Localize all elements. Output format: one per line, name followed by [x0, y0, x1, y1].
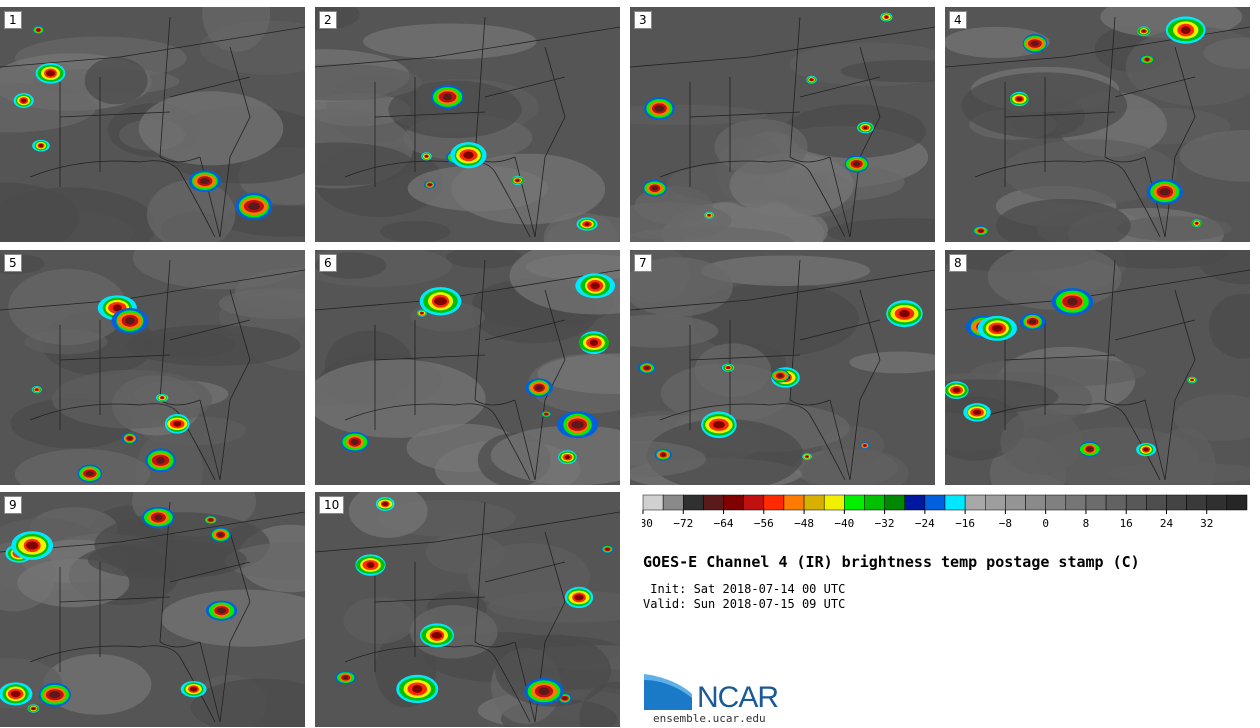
- stamp-panel-3: 3: [630, 7, 935, 242]
- stamp-panel-5: 5: [0, 250, 305, 485]
- colorbar-tick-label: 24: [1160, 517, 1174, 530]
- init-time: Init: Sat 2018-07-14 00 UTC: [643, 582, 846, 596]
- colorbar-tick-label: −8: [999, 517, 1012, 530]
- colorbar-swatch: [703, 494, 724, 511]
- colorbar-tick-label: 0: [1042, 517, 1049, 530]
- colorbar-swatch: [662, 494, 684, 511]
- panel-number-label: 9: [4, 496, 22, 514]
- site-url: ensemble.ucar.edu: [653, 712, 766, 725]
- colorbar-swatch: [1146, 494, 1167, 511]
- colorbar-tick-label: −56: [754, 517, 774, 530]
- colorbar-tick-label: 16: [1120, 517, 1133, 530]
- stamp-panel-10: 10: [315, 492, 620, 727]
- panel-number-label: 2: [319, 11, 337, 29]
- colorbar-swatch: [924, 494, 946, 511]
- colorbar-swatch: [985, 494, 1006, 511]
- page-title: GOES-E Channel 4 (IR) brightness temp po…: [643, 553, 1140, 571]
- stamp-panel-9: 9: [0, 492, 305, 727]
- colorbar-swatch: [1206, 494, 1228, 511]
- colorbar-swatch: [1025, 494, 1046, 511]
- colorbar-tick-label: −24: [915, 517, 935, 530]
- colorbar-tick-label: 32: [1200, 517, 1213, 530]
- stamp-panel-7: 7: [630, 250, 935, 485]
- colorbar-tick-label: −16: [955, 517, 975, 530]
- panel-number-label: 5: [4, 254, 22, 272]
- colorbar-swatch: [1045, 494, 1067, 511]
- panel-number-label: 7: [634, 254, 652, 272]
- colorbar-swatch: [1226, 494, 1248, 511]
- colorbar-swatch: [884, 494, 905, 511]
- colorbar-swatch: [964, 494, 986, 511]
- colorbar-tick-label: −64: [714, 517, 734, 530]
- satellite-map: [945, 7, 1250, 242]
- colorbar-swatch: [1186, 494, 1207, 511]
- colorbar-tick-label: −40: [834, 517, 854, 530]
- colorbar-swatch: [743, 494, 765, 511]
- colorbar-swatch: [1005, 494, 1026, 511]
- satellite-map: [0, 250, 305, 485]
- colorbar-swatch: [723, 494, 744, 511]
- panel-number-label: 4: [949, 11, 967, 29]
- satellite-map: [945, 250, 1250, 485]
- stamp-panel-4: 4: [945, 7, 1250, 242]
- panel-number-label: 6: [319, 254, 337, 272]
- panel-number-label: 10: [319, 496, 345, 514]
- colorbar-swatch: [1125, 494, 1147, 511]
- colorbar-swatch: [1105, 494, 1127, 511]
- satellite-map: [0, 7, 305, 242]
- colorbar-swatch: [763, 494, 785, 511]
- stamp-panel-1: 1: [0, 7, 305, 242]
- colorbar-swatch: [944, 494, 966, 511]
- colorbar-swatch: [823, 494, 845, 511]
- logo-text: NCAR: [697, 681, 779, 714]
- colorbar-swatch: [904, 494, 926, 511]
- colorbar-swatch: [642, 494, 664, 511]
- colorbar-swatch: [864, 494, 885, 511]
- stamp-panel-6: 6: [315, 250, 620, 485]
- ncar-logo-icon: [644, 674, 692, 710]
- colorbar-swatch: [1065, 494, 1087, 511]
- satellite-map: [630, 250, 935, 485]
- satellite-map: [0, 492, 305, 727]
- satellite-map: [315, 7, 620, 242]
- satellite-map: [630, 12, 935, 242]
- colorbar-tick-label: −80: [642, 517, 653, 530]
- valid-time: Valid: Sun 2018-07-15 09 UTC: [643, 597, 846, 611]
- colorbar-swatch: [1166, 494, 1187, 511]
- colorbar-tick-label: −48: [794, 517, 814, 530]
- colorbar-swatch: [844, 494, 865, 511]
- satellite-map: [315, 250, 620, 485]
- satellite-map: [315, 492, 620, 727]
- panel-number-label: 1: [4, 11, 22, 29]
- stamp-panel-2: 2: [315, 7, 620, 242]
- colorbar-tick-label: −32: [875, 517, 895, 530]
- panel-number-label: 3: [634, 11, 652, 29]
- colorbar-tick-label: 8: [1083, 517, 1090, 530]
- colorbar-swatch: [803, 494, 825, 511]
- stamp-panel-8: 8: [945, 250, 1250, 485]
- colorbar-tick-label: −72: [673, 517, 693, 530]
- panel-number-label: 8: [949, 254, 967, 272]
- colorbar-swatch: [1085, 494, 1107, 511]
- colorbar-swatch: [683, 494, 704, 511]
- colorbar-swatch: [783, 494, 805, 511]
